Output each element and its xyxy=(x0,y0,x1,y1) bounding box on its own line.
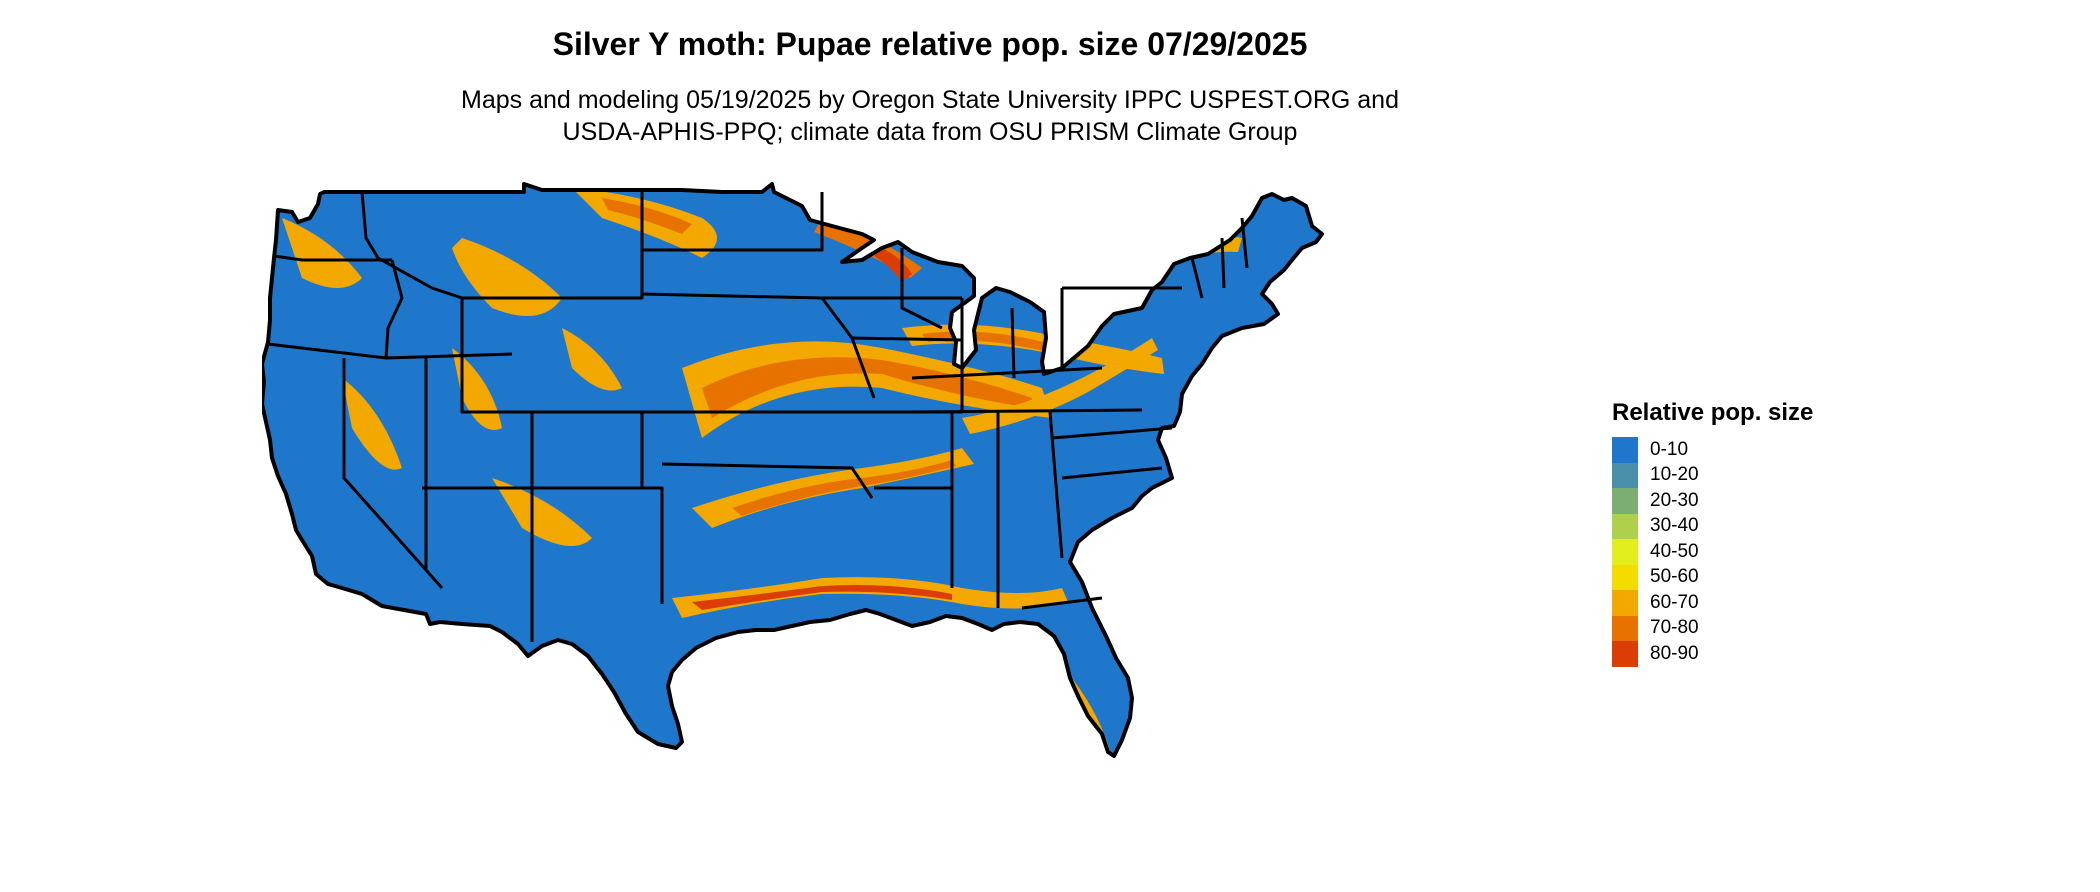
legend-swatch xyxy=(1612,641,1638,667)
state-border-or-ca xyxy=(267,342,387,360)
state-border-wi-mi xyxy=(900,248,943,330)
state-border-ga-fl xyxy=(1021,596,1103,610)
legend-label: 10-20 xyxy=(1650,464,1699,486)
state-border-id-mt xyxy=(360,191,463,300)
us-outline xyxy=(262,182,1324,758)
map-fill-layer xyxy=(262,184,1322,756)
legend: Relative pop. size 0-10 10-20 20-30 30-4… xyxy=(1612,399,1942,667)
legend-swatch xyxy=(1612,462,1638,488)
subtitle-line-1: Maps and modeling 05/19/2025 by Oregon S… xyxy=(461,86,1399,114)
state-border-ky xyxy=(911,366,1103,380)
base-fill xyxy=(262,184,1322,756)
legend-row: 20-30 xyxy=(1612,488,1942,514)
state-border-wa-or xyxy=(273,254,392,262)
legend-label: 80-90 xyxy=(1650,642,1699,664)
legend-title: Relative pop. size xyxy=(1612,399,1814,426)
state-borders xyxy=(267,191,1249,642)
state-border-ia-mo xyxy=(851,336,963,342)
legend-label: 50-60 xyxy=(1650,566,1699,588)
heat-band-plains-core xyxy=(702,357,1032,418)
legend-swatch xyxy=(1612,437,1638,463)
state-border-nd-sd xyxy=(642,192,824,252)
state-border-al-ga xyxy=(1048,411,1064,559)
heat-northwest xyxy=(282,218,362,288)
heat-utah xyxy=(452,348,502,430)
state-border-ca-nv xyxy=(342,358,444,589)
state-border-va-nc xyxy=(1051,426,1173,440)
legend-row: 30-40 xyxy=(1612,513,1942,539)
state-border-in-oh xyxy=(1010,307,1016,379)
us-map xyxy=(262,182,1324,758)
legend-swatch xyxy=(1612,539,1638,565)
legend-label: 60-70 xyxy=(1650,591,1699,613)
subtitle-line-2: USDA-APHIS-PPQ; climate data from OSU PR… xyxy=(562,118,1298,146)
heat-colorado-east xyxy=(562,328,622,391)
legend-label: 70-80 xyxy=(1650,617,1699,639)
state-border-ok-tx xyxy=(661,462,874,499)
legend-row: 0-10 xyxy=(1612,437,1942,463)
legend-row: 60-70 xyxy=(1612,590,1942,616)
legend-swatch xyxy=(1612,590,1638,616)
heat-texas-south xyxy=(772,648,862,752)
legend-swatch xyxy=(1612,564,1638,590)
state-border-mt-wy xyxy=(462,192,644,300)
legend-row: 70-80 xyxy=(1612,615,1942,641)
heat-nevada xyxy=(342,378,402,470)
legend-label: 40-50 xyxy=(1650,540,1699,562)
legend-row: 40-50 xyxy=(1612,539,1942,565)
state-border-nm-tx xyxy=(532,486,664,604)
state-border-id-nv xyxy=(385,352,513,360)
legend-rows: 0-10 10-20 20-30 30-40 40-50 50-60 60-70… xyxy=(1612,437,1942,667)
legend-label: 0-10 xyxy=(1650,438,1689,460)
state-border-nc-sc xyxy=(1061,466,1163,480)
heat-north-dakota-core xyxy=(602,198,692,234)
legend-row: 50-60 xyxy=(1612,564,1942,590)
state-border-new-england xyxy=(1190,217,1249,299)
legend-row: 10-20 xyxy=(1612,462,1942,488)
legend-swatch xyxy=(1612,488,1638,514)
legend-label: 30-40 xyxy=(1650,515,1699,537)
state-border-wy-co xyxy=(460,298,642,414)
heat-band-south-core xyxy=(732,460,956,516)
heat-band-gulf xyxy=(672,577,1068,618)
map-title: Silver Y moth: Pupae relative pop. size … xyxy=(552,26,1308,62)
state-border-or-id xyxy=(384,259,404,359)
legend-swatch xyxy=(1612,513,1638,539)
legend-swatch xyxy=(1612,615,1638,641)
state-border-ne xyxy=(641,292,876,399)
legend-row: 80-90 xyxy=(1612,641,1942,667)
state-border-tn xyxy=(911,408,1143,414)
heat-arizona-nm xyxy=(492,478,592,546)
legend-label: 20-30 xyxy=(1650,489,1699,511)
map-subtitle: Maps and modeling 05/19/2025 by Oregon S… xyxy=(0,84,1860,148)
heat-band-gulf-core xyxy=(692,585,952,610)
